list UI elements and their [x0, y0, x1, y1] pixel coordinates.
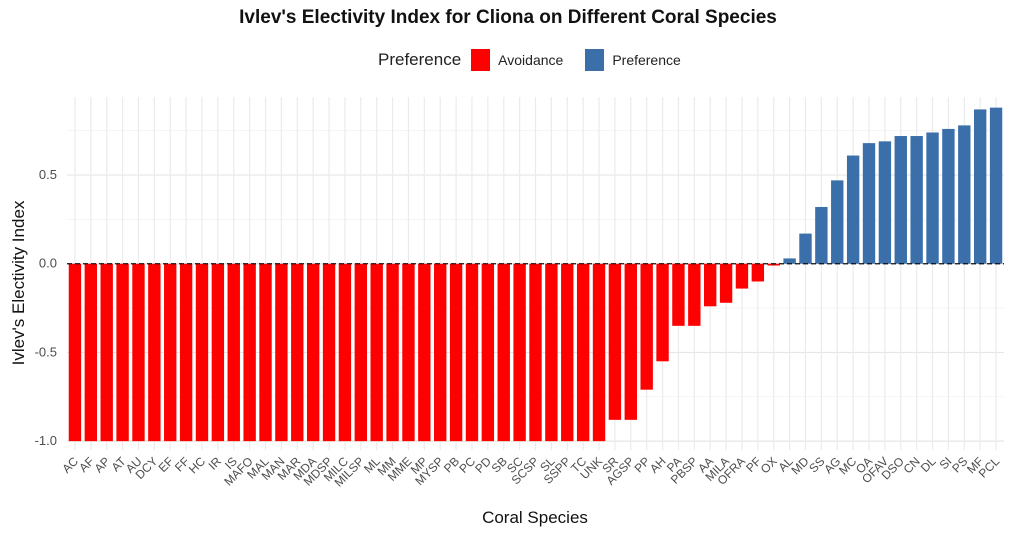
bar-pf — [751, 263, 765, 282]
bar-si — [942, 128, 955, 264]
bar-ah — [656, 263, 669, 362]
x-tick-label: HC — [186, 454, 208, 476]
y-tick-label: -0.5 — [35, 344, 57, 359]
bar-oa — [862, 143, 876, 264]
bar-mc — [846, 155, 860, 264]
x-tick-label: IR — [206, 454, 225, 473]
legend-key-avoidance — [471, 49, 491, 71]
legend-label-avoidance: Avoidance — [498, 52, 564, 68]
bar-sspp — [561, 263, 574, 442]
bar-dl — [926, 132, 939, 264]
bar-mdsp — [322, 263, 336, 442]
bar-pcl — [989, 107, 1003, 264]
bar-dso — [894, 136, 907, 264]
x-axis-title: Coral Species — [482, 508, 588, 527]
bar-tc — [576, 263, 590, 442]
bar-pa — [672, 263, 685, 326]
bar-pbsp — [688, 263, 701, 326]
bar-mila — [719, 263, 733, 303]
x-axis-ticks: ACAFAPATAUDCYEFFFHCIRISMAFOMALMANMARMDAM… — [59, 454, 1002, 490]
bar-sl — [545, 263, 558, 442]
bar-ff — [179, 263, 193, 442]
bar-pb — [449, 263, 463, 442]
bar-sr — [608, 263, 622, 420]
y-tick-label: -1.0 — [35, 433, 57, 448]
bar-pc — [465, 263, 479, 442]
bar-sc — [513, 263, 526, 442]
bar-ml — [370, 263, 383, 442]
bar-ag — [831, 180, 844, 264]
legend-title: Preference — [378, 50, 462, 69]
bar-milsp — [354, 263, 367, 442]
bar-mme — [402, 263, 415, 442]
bar-pp — [640, 263, 653, 390]
bar-af — [84, 263, 98, 442]
bar-ofra — [735, 263, 749, 289]
y-axis-ticks: -1.0 -0.5 0.0 0.5 — [35, 167, 57, 448]
bar-mm — [386, 263, 399, 442]
bar-ofav — [878, 141, 892, 264]
bar-mar — [291, 263, 304, 442]
bar-scsp — [529, 263, 542, 442]
bar-ir — [211, 263, 225, 442]
bar-al — [783, 258, 796, 264]
bar-md — [799, 233, 812, 264]
legend-label-preference: Preference — [612, 52, 681, 68]
bars — [68, 107, 1003, 442]
bar-hc — [195, 263, 209, 442]
y-tick-label: 0.5 — [39, 167, 57, 182]
bar-ss — [815, 206, 828, 264]
bar-mp — [418, 263, 431, 442]
legend: Preference Avoidance Preference — [378, 48, 703, 72]
bar-sb — [497, 263, 510, 442]
bar-ac — [68, 263, 82, 442]
bar-ox — [767, 263, 780, 266]
bar-unk — [592, 263, 606, 442]
legend-key-preference — [585, 49, 605, 71]
bar-pd — [481, 263, 495, 442]
bar-ap — [100, 263, 113, 442]
bar-mda — [306, 263, 320, 442]
bar-au — [132, 263, 145, 442]
bar-at — [116, 263, 129, 442]
bar-cn — [910, 136, 923, 264]
bar-is — [227, 263, 240, 442]
bar-mafo — [243, 263, 256, 442]
bar-aa — [704, 263, 717, 307]
bar-mysp — [434, 263, 447, 442]
bar-mf — [973, 109, 987, 264]
bar-dcy — [148, 263, 161, 442]
x-tick-label: DL — [918, 454, 939, 475]
bar-ps — [958, 125, 971, 264]
bar-agsp — [624, 263, 637, 420]
bar-man — [275, 263, 288, 442]
bar-mal — [259, 263, 272, 442]
y-tick-label: 0.0 — [39, 256, 57, 271]
y-axis-title: Ivlev's Electivity Index — [9, 200, 28, 365]
chart-title: Ivlev's Electivity Index for Cliona on D… — [239, 7, 777, 28]
bar-milc — [338, 263, 352, 442]
bar-ef — [164, 263, 177, 442]
